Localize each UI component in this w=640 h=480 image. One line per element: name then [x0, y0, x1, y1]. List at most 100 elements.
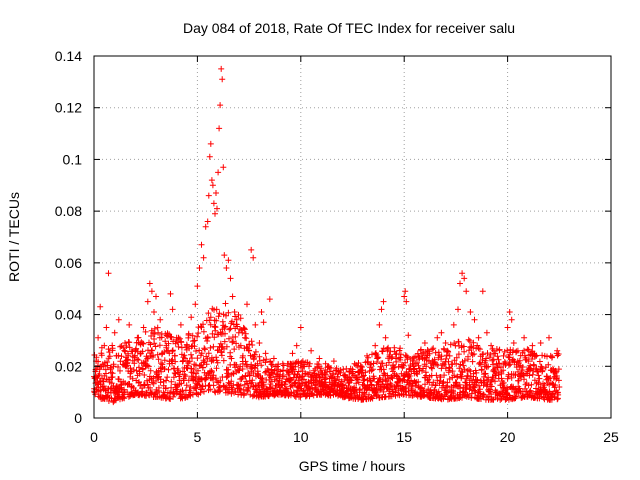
data-point — [443, 390, 450, 396]
y-tick-label: 0.12 — [55, 100, 82, 116]
data-point — [148, 333, 155, 339]
data-point — [130, 366, 137, 373]
data-point — [299, 358, 306, 365]
data-point — [120, 394, 126, 401]
data-point — [218, 349, 225, 356]
data-point — [269, 362, 276, 368]
data-point — [297, 324, 304, 331]
data-point — [120, 344, 127, 351]
data-point — [515, 377, 522, 384]
data-point — [124, 360, 131, 367]
data-point — [228, 378, 235, 385]
data-point — [315, 388, 321, 395]
data-point — [375, 354, 382, 361]
data-point — [225, 309, 232, 316]
data-point — [220, 164, 227, 171]
data-point — [245, 384, 252, 391]
data-point — [235, 329, 242, 336]
data-point — [237, 342, 244, 349]
data-point — [376, 321, 383, 328]
data-point — [404, 354, 411, 361]
data-point — [117, 378, 124, 385]
data-point — [477, 361, 484, 368]
data-point — [256, 353, 263, 360]
data-point — [214, 359, 221, 366]
data-point — [167, 290, 174, 297]
data-point — [474, 342, 481, 349]
data-point — [248, 379, 255, 386]
data-point — [378, 306, 385, 313]
data-point — [452, 379, 459, 386]
data-point — [535, 372, 542, 379]
data-point — [252, 348, 259, 355]
data-point — [386, 359, 392, 366]
data-point — [188, 314, 195, 321]
data-point — [209, 369, 215, 375]
data-point — [101, 342, 108, 349]
data-point — [177, 321, 184, 328]
data-point — [483, 364, 490, 371]
data-point — [421, 340, 428, 346]
data-point — [488, 391, 495, 398]
data-point — [496, 360, 503, 367]
data-point — [126, 339, 133, 346]
data-point — [545, 361, 552, 368]
data-point — [235, 311, 242, 318]
data-point — [200, 359, 207, 366]
data-point — [227, 349, 234, 356]
y-tick-label: 0.04 — [55, 307, 82, 323]
data-point — [481, 373, 488, 380]
x-axis-label: GPS time / hours — [299, 458, 406, 474]
data-point — [512, 393, 519, 400]
data-point — [222, 300, 229, 307]
data-point — [168, 357, 175, 364]
data-point — [188, 351, 194, 358]
data-point — [205, 382, 212, 389]
data-point — [213, 306, 220, 313]
data-point — [364, 352, 370, 359]
data-point — [434, 362, 441, 369]
data-point — [213, 317, 220, 324]
data-point — [212, 210, 218, 217]
data-point — [518, 367, 525, 373]
data-point — [470, 373, 477, 380]
data-point — [402, 359, 409, 366]
data-point — [198, 241, 205, 248]
data-point — [226, 326, 233, 333]
data-point — [214, 205, 220, 212]
data-point — [189, 391, 196, 398]
data-point — [420, 365, 427, 372]
data-point — [173, 334, 180, 341]
data-point — [471, 384, 478, 391]
data-point — [322, 371, 329, 378]
data-point — [244, 387, 251, 394]
data-point — [533, 365, 540, 372]
data-point — [525, 382, 532, 389]
data-point — [473, 369, 480, 376]
data-point — [525, 346, 532, 353]
data-point — [224, 370, 231, 377]
data-point — [260, 381, 267, 388]
data-point — [287, 360, 294, 367]
data-point — [446, 352, 453, 359]
data-point — [521, 334, 528, 341]
data-point — [159, 350, 166, 357]
data-point — [187, 383, 194, 390]
data-point — [121, 347, 128, 354]
data-point — [141, 382, 147, 389]
data-point — [155, 329, 162, 336]
data-point — [510, 340, 517, 346]
data-point — [157, 316, 164, 323]
data-point — [144, 298, 151, 305]
data-point — [318, 378, 325, 385]
data-point — [186, 345, 193, 352]
data-point — [556, 384, 563, 390]
y-axis-ticks: 0 0.02 0.04 0.06 0.08 0.1 0.12 0.14 — [55, 48, 611, 426]
data-point — [97, 303, 104, 310]
data-point — [537, 340, 544, 346]
data-point — [183, 382, 190, 389]
data-point — [190, 376, 197, 383]
data-point — [519, 364, 526, 370]
data-point — [267, 358, 274, 365]
data-point — [450, 321, 457, 328]
